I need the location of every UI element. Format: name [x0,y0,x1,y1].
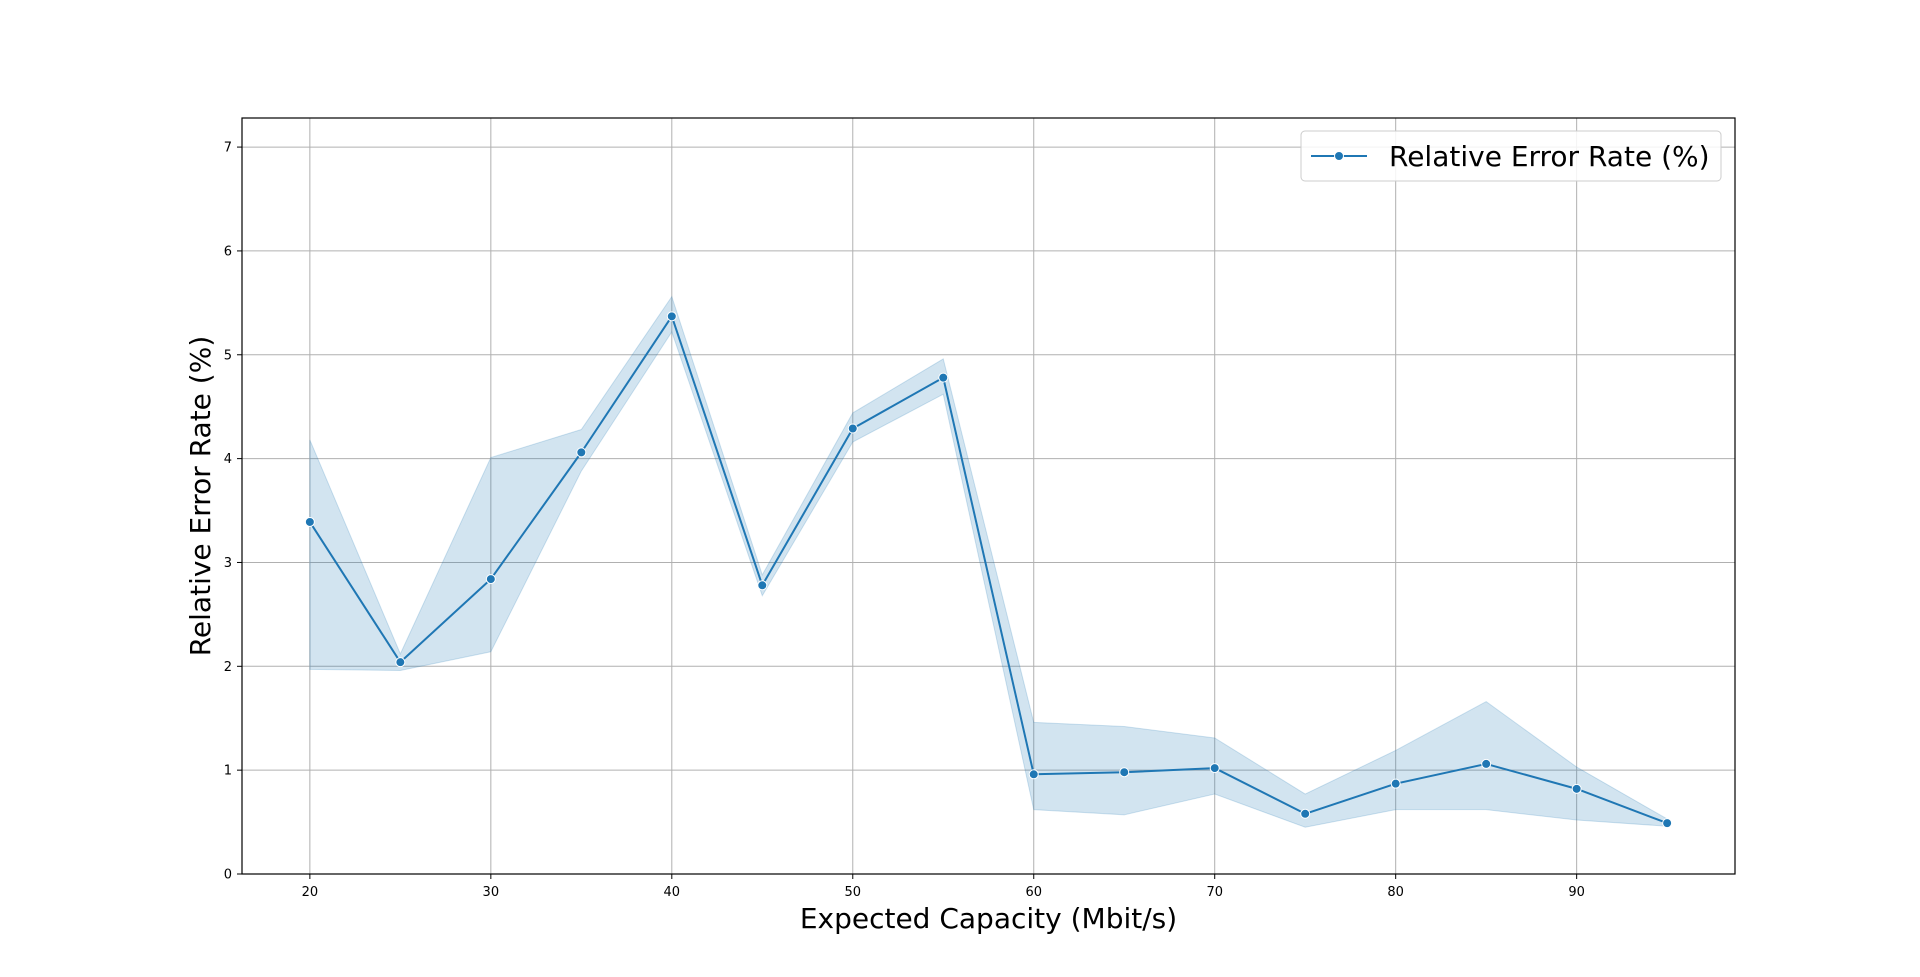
legend-entry-label: Relative Error Rate (%) [1389,140,1710,173]
data-point [304,516,315,527]
data-point [395,657,406,668]
grid [242,118,1735,875]
x-tick-label: 60 [1025,885,1042,900]
data-point [1390,778,1401,789]
legend-marker-swatch [1334,151,1344,161]
legend-box [1300,130,1722,182]
data-point [1119,767,1130,778]
data-point [1662,818,1673,829]
data-point [576,447,587,458]
data-point [1300,808,1311,819]
legend: Relative Error Rate (%) [1300,130,1722,182]
confidence-band-area [309,295,1668,828]
series-line [309,315,1668,825]
x-tick-label: 70 [1206,885,1223,900]
y-tick-label: 6 [224,244,232,259]
y-tick-label: 2 [224,660,232,675]
data-point [485,574,496,585]
data-point [938,372,949,383]
data-point [1209,763,1220,774]
x-tick-label: 30 [483,885,500,900]
data-point [1481,758,1492,769]
x-axis-ticks: 20 30 40 50 60 70 80 90 [302,874,1585,900]
x-tick-label: 90 [1568,885,1585,900]
plot-area-frame [241,117,1736,875]
x-axis-label: Expected Capacity (Mbit/s) [800,902,1177,935]
series-markers [304,311,1673,829]
y-axis-ticks: 0 1 2 3 4 5 6 7 [224,141,242,883]
y-tick-label: 4 [224,452,232,467]
y-axis-label: Relative Error Rate (%) [184,336,217,657]
data-point [1571,783,1582,794]
x-tick-label: 80 [1387,885,1404,900]
x-tick-label: 40 [664,885,681,900]
data-point [1028,769,1039,780]
y-tick-label: 5 [224,348,232,363]
y-tick-label: 0 [224,868,232,883]
y-tick-label: 7 [224,141,232,156]
x-tick-label: 50 [844,885,861,900]
data-point [666,311,677,322]
confidence-band [309,295,1668,828]
x-tick-label: 20 [302,885,319,900]
y-tick-label: 3 [224,556,232,571]
series-line-layer [309,315,1668,825]
data-point [757,580,768,591]
y-tick-label: 1 [224,764,232,779]
data-point [847,423,858,434]
